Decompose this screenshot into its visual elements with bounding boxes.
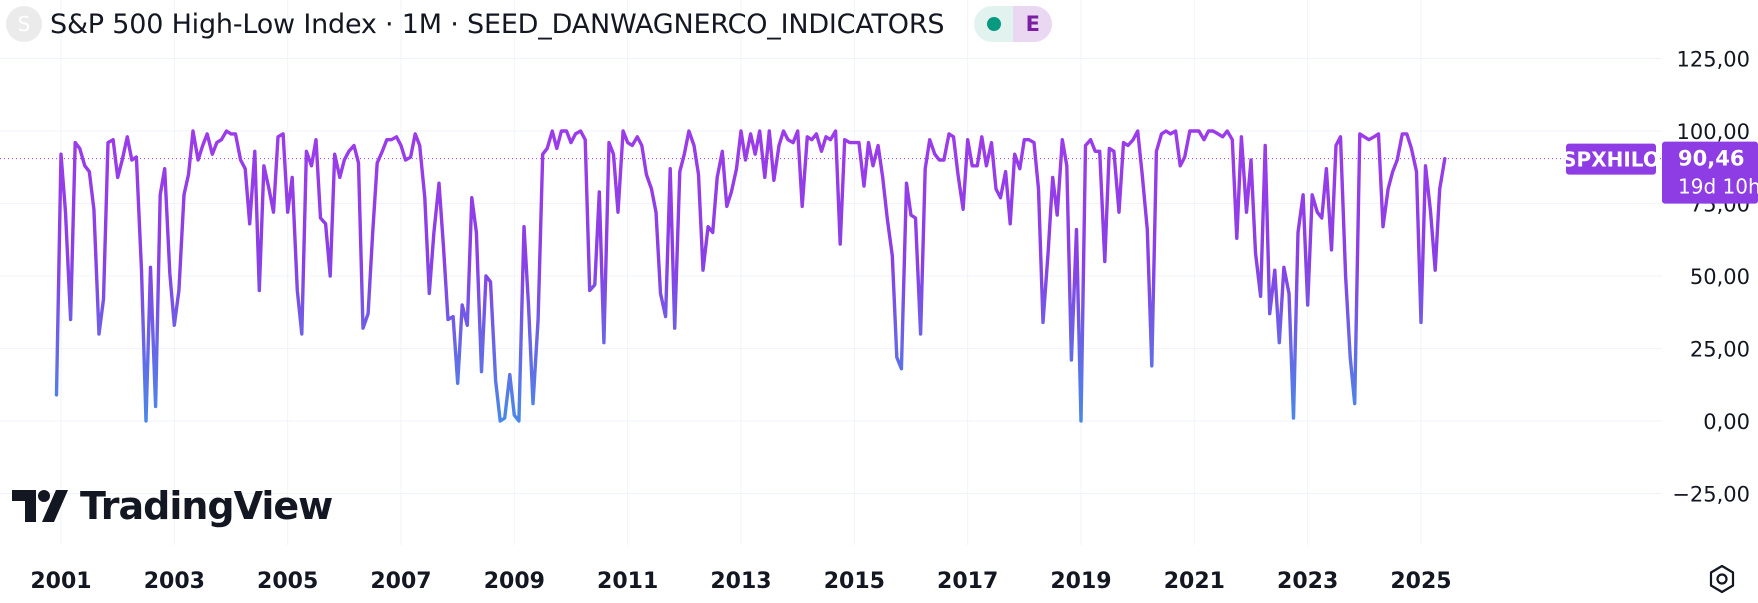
status-pill[interactable]: E bbox=[974, 6, 1053, 42]
price-value: 90,46 bbox=[1678, 147, 1744, 171]
x-tick-label: 2019 bbox=[1050, 569, 1111, 594]
chart-header: S S&P 500 High-Low Index · 1M · SEED_DAN… bbox=[6, 6, 1053, 42]
x-tick-label: 2003 bbox=[144, 569, 205, 594]
x-tick-label: 2023 bbox=[1277, 569, 1338, 594]
y-tick-label: 25,00 bbox=[1690, 338, 1750, 362]
chart-title[interactable]: S&P 500 High-Low Index · 1M · SEED_DANWA… bbox=[50, 8, 945, 40]
x-tick-label: 2007 bbox=[370, 569, 431, 594]
price-labels: SPXHILO 90,46 19d 10h bbox=[1562, 141, 1758, 204]
grid-lines bbox=[0, 0, 1662, 545]
earnings-badge[interactable]: E bbox=[1013, 6, 1053, 42]
status-dot-icon bbox=[986, 17, 1001, 31]
symbol-label: SPXHILO bbox=[1562, 148, 1660, 172]
symbol-label-box bbox=[1566, 143, 1656, 175]
x-tick-label: 2025 bbox=[1390, 569, 1451, 594]
x-tick-label: 2011 bbox=[597, 569, 658, 594]
y-tick-label: −25,00 bbox=[1672, 483, 1750, 507]
x-tick-label: 2021 bbox=[1164, 569, 1225, 594]
tradingview-logo[interactable]: TradingView bbox=[12, 484, 333, 528]
series-line-spxhilo bbox=[54, 129, 1447, 423]
y-tick-label: 125,00 bbox=[1677, 48, 1750, 72]
y-tick-label: 50,00 bbox=[1690, 265, 1750, 289]
brand-name: TradingView bbox=[80, 484, 333, 528]
settings-hexagon-icon[interactable] bbox=[1706, 563, 1738, 595]
x-tick-label: 2015 bbox=[824, 569, 885, 594]
x-tick-label: 2001 bbox=[30, 569, 91, 594]
price-label-box bbox=[1662, 141, 1758, 204]
symbol-logo[interactable]: S bbox=[6, 6, 42, 42]
x-tick-label: 2005 bbox=[257, 569, 318, 594]
market-status[interactable] bbox=[974, 6, 1014, 42]
x-tick-label: 2017 bbox=[937, 569, 998, 594]
x-tick-label: 2009 bbox=[484, 569, 545, 594]
tradingview-logo-icon bbox=[12, 490, 68, 522]
bar-countdown: 19d 10h bbox=[1678, 175, 1758, 199]
y-tick-label: 100,00 bbox=[1677, 120, 1750, 144]
y-tick-label: 0,00 bbox=[1703, 410, 1750, 434]
x-tick-label: 2013 bbox=[710, 569, 771, 594]
x-axis[interactable]: 2001 2003 2005 2007 2009 2011 2013 2015 2017 2019… bbox=[30, 569, 1451, 594]
